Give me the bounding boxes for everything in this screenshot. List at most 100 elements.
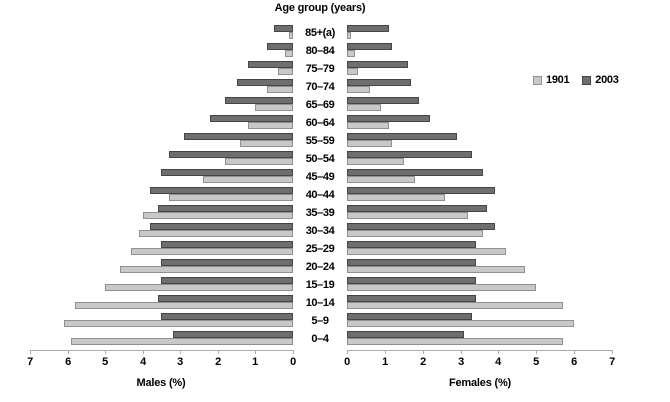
bar-males-2003-20-24 [161, 259, 293, 266]
tick-males-5 [105, 350, 106, 354]
bar-females-1901-70-74 [347, 86, 370, 93]
tick-males-2 [218, 350, 219, 354]
tick-males-4 [143, 350, 144, 354]
tick-label-males-3: 3 [177, 356, 183, 368]
tick-males-6 [68, 350, 69, 354]
age-group-label-80-84: 80–84 [305, 45, 335, 57]
bar-females-2003-60-64 [347, 115, 430, 122]
tick-females-2 [423, 350, 424, 354]
bar-males-2003-65-69 [225, 97, 293, 104]
legend-entry-1901: 1901 [533, 74, 570, 86]
tick-label-females-2: 2 [420, 356, 426, 368]
bar-females-1901-25-29 [347, 248, 506, 255]
chart-title: Age group (years) [274, 2, 366, 14]
bar-females-1901-85+-a- [347, 32, 351, 39]
bar-males-1901-10-14 [75, 302, 293, 309]
bar-males-2003-45-49 [161, 169, 293, 176]
bar-females-2003-70-74 [347, 79, 411, 86]
age-group-label-10-14: 10–14 [305, 297, 335, 309]
tick-females-1 [385, 350, 386, 354]
tick-females-4 [498, 350, 499, 354]
bar-males-2003-25-29 [161, 241, 293, 248]
legend-swatch-2003 [582, 75, 592, 85]
bar-males-2003-5-9 [161, 313, 293, 320]
bar-females-2003-80-84 [347, 43, 392, 50]
bar-males-2003-35-39 [158, 205, 293, 212]
bar-males-1901-50-54 [225, 158, 293, 165]
bar-females-2003-25-29 [347, 241, 476, 248]
bar-males-1901-80-84 [285, 50, 293, 57]
bar-males-1901-35-39 [143, 212, 293, 219]
tick-label-females-4: 4 [495, 356, 501, 368]
bar-females-2003-5-9 [347, 313, 472, 320]
bar-females-2003-40-44 [347, 187, 495, 194]
age-group-label-70-74: 70–74 [305, 81, 335, 93]
tick-females-3 [461, 350, 462, 354]
bar-females-1901-35-39 [347, 212, 468, 219]
bar-males-1901-85+-a- [289, 32, 293, 39]
bar-females-1901-5-9 [347, 320, 574, 327]
tick-males-7 [30, 350, 31, 354]
legend-swatch-1901 [533, 75, 542, 85]
bar-males-1901-65-69 [255, 104, 293, 111]
bar-males-2003-75-79 [248, 61, 293, 68]
bar-females-1901-75-79 [347, 68, 358, 75]
tick-label-females-6: 6 [571, 356, 577, 368]
bar-females-1901-10-14 [347, 302, 563, 309]
bar-females-1901-60-64 [347, 122, 389, 129]
bar-females-1901-45-49 [347, 176, 415, 183]
bar-females-1901-55-59 [347, 140, 392, 147]
bar-females-2003-85+-a- [347, 25, 389, 32]
age-group-label-65-69: 65–69 [305, 99, 335, 111]
age-group-label-55-59: 55–59 [305, 135, 335, 147]
bar-females-1901-40-44 [347, 194, 445, 201]
bar-females-2003-20-24 [347, 259, 476, 266]
bar-females-1901-65-69 [347, 104, 381, 111]
tick-females-5 [536, 350, 537, 354]
age-group-label-40-44: 40–44 [305, 189, 335, 201]
age-group-label-75-79: 75–79 [305, 63, 335, 75]
bar-males-1901-55-59 [240, 140, 293, 147]
tick-label-females-5: 5 [533, 356, 539, 368]
bar-females-1901-80-84 [347, 50, 355, 57]
tick-label-males-6: 6 [65, 356, 71, 368]
age-group-label-20-24: 20–24 [305, 261, 335, 273]
bar-males-2003-15-19 [161, 277, 293, 284]
tick-label-males-7: 7 [27, 356, 33, 368]
bar-females-2003-55-59 [347, 133, 457, 140]
bar-males-1901-60-64 [248, 122, 293, 129]
age-group-label-35-39: 35–39 [305, 207, 335, 219]
bar-females-2003-15-19 [347, 277, 476, 284]
bar-males-2003-10-14 [158, 295, 293, 302]
tick-females-7 [612, 350, 613, 354]
bar-females-2003-0-4 [347, 331, 464, 338]
bar-males-2003-55-59 [184, 133, 293, 140]
age-group-label-25-29: 25–29 [305, 243, 335, 255]
tick-label-males-2: 2 [215, 356, 221, 368]
bar-males-1901-70-74 [267, 86, 293, 93]
bar-males-1901-30-34 [139, 230, 293, 237]
age-group-label-45-49: 45–49 [305, 171, 335, 183]
tick-label-females-1: 1 [382, 356, 388, 368]
bar-females-1901-30-34 [347, 230, 483, 237]
bar-females-2003-65-69 [347, 97, 419, 104]
tick-females-0 [347, 350, 348, 354]
age-group-label-85+-a-: 85+(a) [305, 27, 335, 39]
bar-females-2003-50-54 [347, 151, 472, 158]
tick-males-1 [255, 350, 256, 354]
tick-label-females-3: 3 [458, 356, 464, 368]
bar-males-2003-40-44 [150, 187, 293, 194]
males-axis-line [30, 350, 294, 351]
bar-males-2003-60-64 [210, 115, 293, 122]
age-group-label-30-34: 30–34 [305, 225, 335, 237]
bar-males-2003-85+-a- [274, 25, 293, 32]
bar-males-2003-70-74 [237, 79, 293, 86]
tick-label-males-4: 4 [140, 356, 146, 368]
bar-males-1901-25-29 [131, 248, 293, 255]
bar-males-1901-0-4 [71, 338, 293, 345]
bar-males-1901-40-44 [169, 194, 293, 201]
males-axis-caption: Males (%) [136, 377, 186, 389]
bar-males-1901-20-24 [120, 266, 293, 273]
legend-label-1901: 1901 [546, 74, 570, 86]
